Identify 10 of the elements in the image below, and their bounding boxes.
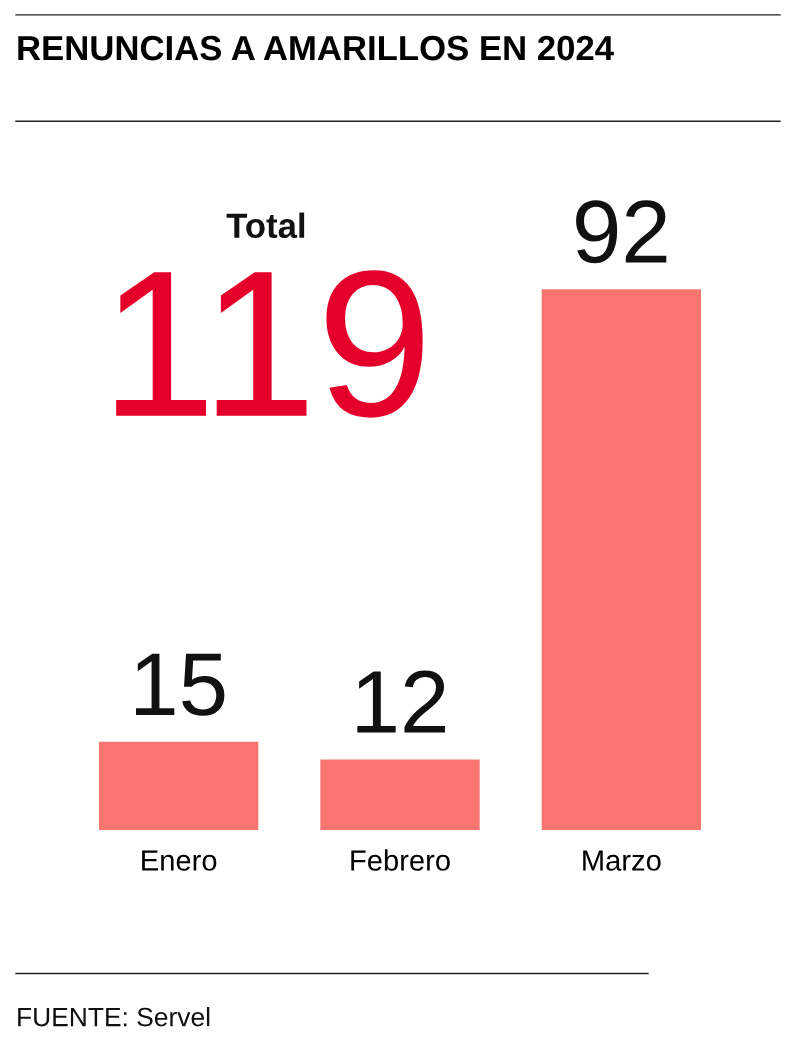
chart-title: RENUNCIAS A AMARILLOS EN 2024 [18,35,614,61]
text: Total [226,212,305,239]
data-label: 12 [357,670,445,733]
x-tick-label: Febrero [351,849,450,871]
data-label: 15 [136,653,225,716]
x-tick-label: Enero [142,850,217,871]
annotation: 119 [116,270,423,418]
data-label: 92 [576,200,667,264]
source-note: FUENTE: Servel [18,1007,210,1027]
x-tick-label: Marzo [583,850,661,871]
